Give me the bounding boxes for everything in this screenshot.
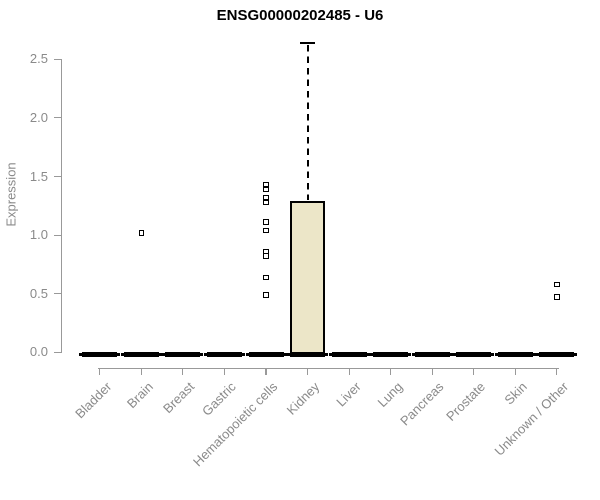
x-tick-label: Breast	[160, 379, 198, 417]
y-axis-tick	[54, 234, 61, 236]
box-median-bar	[539, 352, 575, 358]
x-axis-tick	[473, 368, 475, 375]
box-median-bar	[456, 352, 492, 358]
y-tick-label: 0.5	[29, 285, 48, 301]
x-tick-label: Bladder	[72, 379, 115, 422]
box-median-bar	[331, 352, 367, 358]
kidney-box	[290, 201, 326, 358]
y-axis-tick	[54, 117, 61, 119]
y-tick-label: 2.5	[29, 51, 48, 67]
x-axis-tick	[223, 368, 226, 375]
x-axis-tick	[99, 368, 101, 375]
outlier-point	[138, 230, 145, 236]
box-median-bar	[290, 352, 326, 358]
box-median-bar	[82, 352, 118, 358]
y-axis-tick	[54, 58, 61, 60]
x-tick-label: Liver	[333, 379, 364, 410]
x-axis-tick	[390, 368, 392, 375]
y-axis-tick	[54, 293, 61, 295]
x-tick-label: Kidney	[283, 379, 323, 418]
outlier-point	[554, 281, 560, 288]
box-median-bar	[165, 352, 201, 358]
x-axis-tick	[431, 368, 433, 375]
outlier-point	[263, 219, 269, 225]
x-axis-tick	[348, 368, 350, 375]
outlier-point	[263, 227, 269, 234]
outlier-point	[263, 199, 269, 206]
kidney-whisker-cap	[300, 41, 316, 45]
outlier-point	[263, 274, 269, 281]
x-tick-label: Lung	[374, 379, 406, 411]
x-tick-label: Skin	[501, 379, 530, 408]
outlier-point	[554, 294, 560, 300]
box-median-bar	[414, 352, 450, 358]
y-tick-label: 2.0	[29, 109, 48, 125]
box-median-bar	[497, 352, 533, 358]
x-tick-label: Prostate	[443, 379, 489, 424]
outlier-point	[263, 292, 269, 298]
y-axis-line	[61, 59, 63, 353]
y-tick-label: 1.5	[29, 168, 48, 184]
y-axis-tick	[54, 175, 61, 178]
x-tick-label: Unknown / Other	[491, 379, 572, 459]
x-axis-line	[97, 367, 559, 369]
outlier-point	[263, 186, 269, 193]
x-tick-label: Brain	[123, 379, 156, 412]
box-median-bar	[123, 352, 159, 358]
y-tick-label: 0.0	[29, 344, 48, 360]
chart-title: ENSG00000202485 - U6	[216, 7, 384, 24]
x-axis-tick	[140, 368, 142, 375]
kidney-upper-whisker	[306, 44, 309, 201]
x-axis-tick	[514, 368, 516, 375]
y-tick-label: 1.0	[29, 227, 48, 243]
x-axis-tick	[265, 368, 267, 375]
x-axis-tick	[182, 368, 184, 375]
outlier-point	[263, 253, 269, 259]
box-median-bar	[373, 352, 409, 358]
box-median-bar	[248, 352, 284, 358]
x-axis-tick	[556, 368, 558, 375]
x-axis-tick	[306, 368, 309, 375]
x-tick-label: Pancreas	[397, 379, 447, 429]
x-tick-label: Gastric	[199, 379, 240, 419]
box-median-bar	[206, 352, 242, 358]
y-axis-tick	[54, 351, 61, 353]
